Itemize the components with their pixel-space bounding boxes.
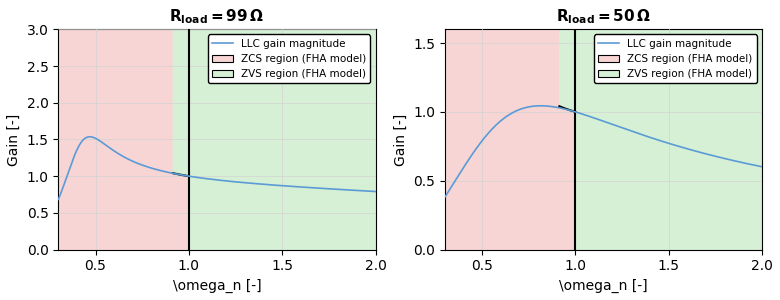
- Bar: [445, 29, 576, 250]
- Title: $\mathbf{R_{load} = 50\, \Omega}$: $\mathbf{R_{load} = 50\, \Omega}$: [556, 7, 651, 26]
- Title: $\mathbf{R_{load} = 99\, \Omega}$: $\mathbf{R_{load} = 99\, \Omega}$: [169, 7, 264, 26]
- Legend: LLC gain magnitude, ZCS region (FHA model), ZVS region (FHA model): LLC gain magnitude, ZCS region (FHA mode…: [594, 34, 757, 83]
- Bar: [576, 29, 762, 250]
- Y-axis label: Gain [-]: Gain [-]: [7, 113, 21, 166]
- Y-axis label: Gain [-]: Gain [-]: [393, 113, 407, 166]
- Bar: [189, 29, 376, 250]
- Bar: [58, 29, 189, 250]
- X-axis label: \omega_n [-]: \omega_n [-]: [172, 279, 261, 293]
- Legend: LLC gain magnitude, ZCS region (FHA model), ZVS region (FHA model): LLC gain magnitude, ZCS region (FHA mode…: [207, 34, 370, 83]
- X-axis label: \omega_n [-]: \omega_n [-]: [559, 279, 647, 293]
